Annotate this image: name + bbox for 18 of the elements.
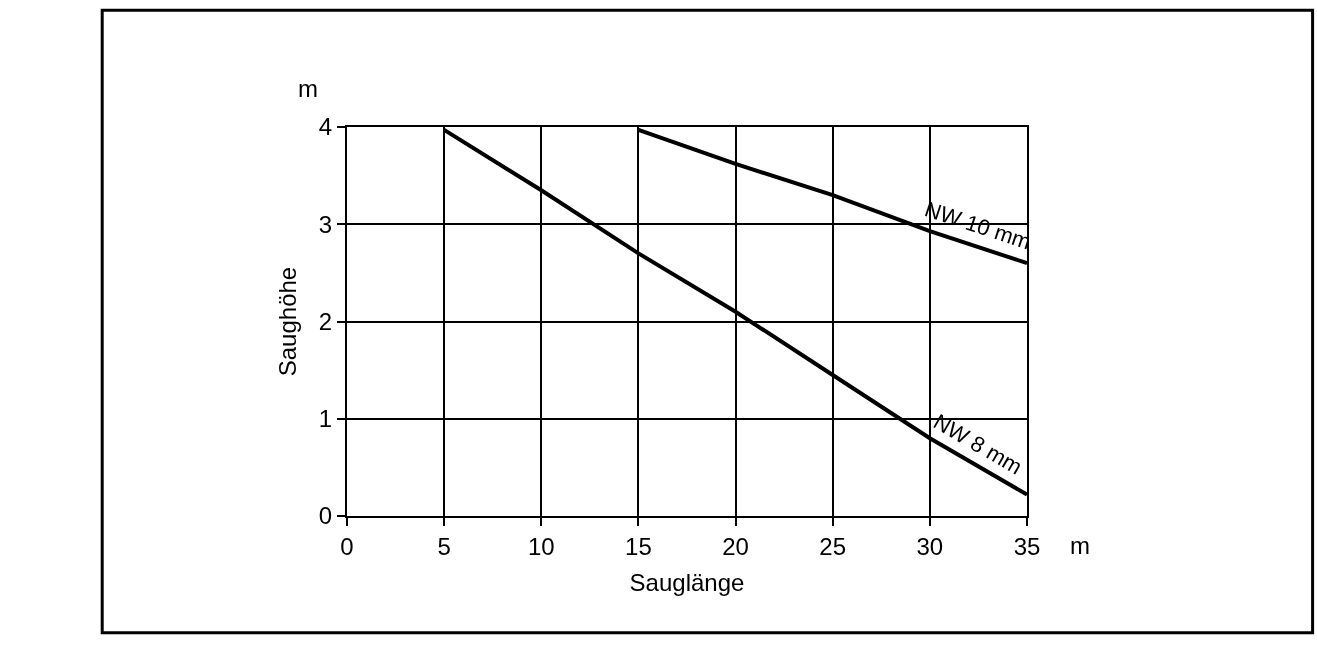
x-tick-label: 25 bbox=[819, 532, 847, 560]
y-tick-label: 4 bbox=[318, 113, 333, 141]
x-tick-label: 30 bbox=[916, 532, 944, 560]
text: NW 8 mm bbox=[929, 408, 1027, 480]
x-axis-title: Sauglänge bbox=[629, 568, 745, 596]
y-tick-label: 2 bbox=[318, 307, 333, 335]
y-tick-label: 0 bbox=[318, 502, 333, 530]
y-axis-title: Saughöhe bbox=[274, 266, 302, 377]
x-tick-label: 5 bbox=[437, 532, 451, 560]
x-tick-label: 0 bbox=[340, 532, 354, 560]
text: m bbox=[298, 75, 318, 102]
x-tick-label: 35 bbox=[1013, 532, 1041, 560]
text: m bbox=[1070, 532, 1090, 559]
y-tick-label: 3 bbox=[318, 210, 333, 238]
x-tick-label: 20 bbox=[722, 532, 749, 560]
x-tick-label: 10 bbox=[527, 532, 555, 560]
y-tick-label: 1 bbox=[318, 405, 333, 433]
x-tick-label: 15 bbox=[625, 532, 652, 560]
